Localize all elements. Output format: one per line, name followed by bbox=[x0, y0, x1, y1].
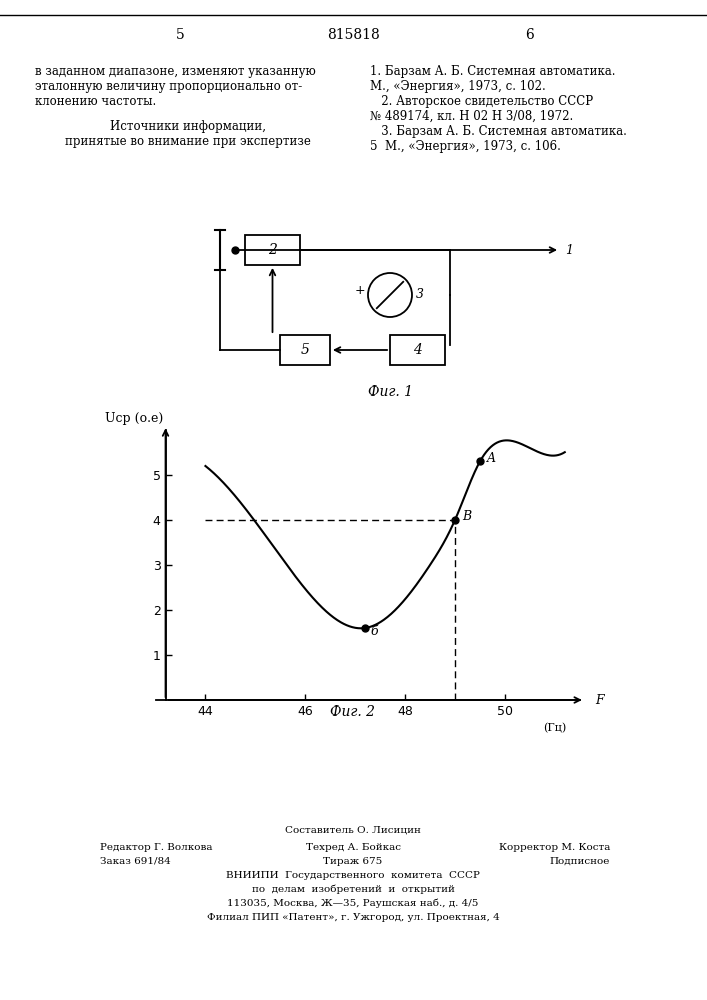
Text: 1. Барзам А. Б. Системная автоматика.
М., «Энергия», 1973, с. 102.
   2. Авторск: 1. Барзам А. Б. Системная автоматика. М.… bbox=[370, 65, 627, 153]
Text: Фиг. 2: Фиг. 2 bbox=[330, 705, 375, 719]
Text: 113035, Москва, Ж—35, Раушская наб., д. 4/5: 113035, Москва, Ж—35, Раушская наб., д. … bbox=[228, 899, 479, 908]
Text: ВНИИПИ  Государственного  комитета  СССР: ВНИИПИ Государственного комитета СССР bbox=[226, 871, 480, 880]
Text: A: A bbox=[487, 452, 496, 464]
Text: Филиал ПИП «Патент», г. Ужгород, ул. Проектная, 4: Филиал ПИП «Патент», г. Ужгород, ул. Про… bbox=[206, 913, 499, 922]
Text: 2: 2 bbox=[268, 243, 277, 257]
Text: Составитель О. Лисицин: Составитель О. Лисицин bbox=[285, 825, 421, 834]
Bar bbox=[280, 335, 330, 365]
Text: 1: 1 bbox=[565, 243, 573, 256]
Text: 815818: 815818 bbox=[327, 28, 380, 42]
Text: Редактор Г. Волкова: Редактор Г. Волкова bbox=[100, 843, 213, 852]
Circle shape bbox=[368, 273, 412, 317]
Text: 4: 4 bbox=[413, 343, 422, 357]
Bar bbox=[245, 235, 300, 265]
Text: 5: 5 bbox=[175, 28, 185, 42]
Bar bbox=[390, 335, 445, 365]
Text: F: F bbox=[595, 694, 603, 706]
Text: Фиг. 1: Фиг. 1 bbox=[368, 385, 412, 399]
Text: B: B bbox=[462, 510, 472, 523]
Text: Тираж 675: Тираж 675 bbox=[323, 857, 382, 866]
Text: Источники информации,
принятые во внимание при экспертизе: Источники информации, принятые во вниман… bbox=[65, 120, 311, 148]
Y-axis label: Uср (о.е): Uср (о.е) bbox=[105, 412, 163, 425]
Text: в заданном диапазоне, изменяют указанную
эталонную величину пропорционально от-
: в заданном диапазоне, изменяют указанную… bbox=[35, 65, 316, 108]
Text: (Гц): (Гц) bbox=[543, 722, 566, 733]
Text: 3: 3 bbox=[416, 288, 424, 302]
Text: +: + bbox=[355, 284, 366, 296]
Text: Заказ 691/84: Заказ 691/84 bbox=[100, 857, 171, 866]
Text: по  делам  изобретений  и  открытий: по делам изобретений и открытий bbox=[252, 885, 455, 894]
Text: 6: 6 bbox=[525, 28, 534, 42]
Text: Техред А. Бойкас: Техред А. Бойкас bbox=[305, 843, 400, 852]
Text: б: б bbox=[370, 625, 378, 638]
Text: 5: 5 bbox=[300, 343, 310, 357]
Text: Корректор М. Коста: Корректор М. Коста bbox=[498, 843, 610, 852]
Text: Подписное: Подписное bbox=[549, 857, 610, 866]
